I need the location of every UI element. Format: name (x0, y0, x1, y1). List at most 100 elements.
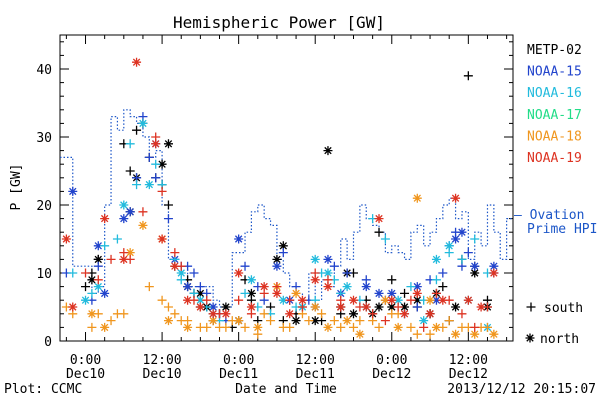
noaa-15-south-point (412, 302, 422, 312)
noaa-15-north-point (470, 261, 480, 271)
noaa-19-north-point (463, 295, 473, 305)
noaa-19-north-point (387, 295, 397, 305)
noaa-16-south-point (431, 275, 441, 285)
noaa-16-north-point (119, 200, 129, 210)
legend-model-name-line2: Prime HPI (527, 222, 597, 237)
noaa-19-north-point (195, 302, 205, 312)
noaa-16-north-point (93, 282, 103, 292)
legend-item-noaa-18: NOAA-18 (527, 129, 582, 144)
chart-title: Hemispheric Power [GW] (173, 13, 385, 32)
noaa-15-north-point (451, 234, 461, 244)
noaa-18-north-point (138, 220, 148, 230)
y-axis: 0 10 20 30 40 (36, 41, 513, 350)
legend-item-metp-02: METP-02 (527, 43, 582, 58)
metp-02-north-point (163, 139, 173, 149)
noaa-19-north-point (374, 214, 384, 224)
metp-02-north-point (195, 288, 205, 298)
metp-02-north-point (246, 288, 256, 298)
noaa-19-south-point (138, 207, 148, 217)
noaa-16-south-point (132, 180, 142, 190)
metp-02-south-point (387, 275, 397, 285)
noaa-15-north-point (361, 282, 371, 292)
metp-02-north-point (87, 275, 97, 285)
metp-02-north-point (451, 302, 461, 312)
noaa-19-south-point (380, 316, 390, 326)
noaa-19-north-point (361, 302, 371, 312)
noaa-19-south-point (457, 309, 467, 319)
y-tick-label: 20 (36, 199, 52, 214)
noaa-19-north-point (157, 234, 167, 244)
noaa-16-south-point (112, 234, 122, 244)
noaa-18-south-point (259, 309, 269, 319)
noaa-16-north-point (176, 268, 186, 278)
noaa-19-north-point (68, 302, 78, 312)
metp-02-north-point (157, 159, 167, 169)
plot-frame (59, 34, 514, 342)
noaa-18-south-point (163, 302, 173, 312)
x-tick-date-label: Dec10 (143, 367, 182, 382)
metp-02-south-point (463, 71, 473, 81)
noaa-18-south-point (374, 322, 384, 332)
noaa-15-north-point (125, 207, 135, 217)
metp-02-north-point (291, 316, 301, 326)
noaa-18-south-point (412, 329, 422, 339)
metp-02-south-point (438, 282, 448, 292)
noaa-16-north-point (81, 295, 91, 305)
noaa-19-north-point (476, 302, 486, 312)
metp-02-south-point (81, 282, 91, 292)
noaa-18-north-point (425, 295, 435, 305)
noaa-16-north-point (393, 295, 403, 305)
noaa-16-north-point (444, 241, 454, 251)
noaa-19-north-point (489, 268, 499, 278)
noaa-18-south-point (157, 295, 167, 305)
y-tick-label: 30 (36, 131, 52, 146)
noaa-19-north-point (400, 309, 410, 319)
noaa-18-south-point (482, 322, 492, 332)
metp-02-north-point (272, 254, 282, 264)
noaa-19-north-point (336, 302, 346, 312)
noaa-19-north-point (297, 295, 307, 305)
x-axis: 0:00Dec1012:00Dec100:00Dec1112:00Dec110:… (65, 35, 508, 382)
noaa-15-south-point (463, 248, 473, 258)
noaa-19-south-point (368, 309, 378, 319)
noaa-15-south-point (240, 261, 250, 271)
noaa-15-south-point (195, 282, 205, 292)
noaa-18-north-point (393, 322, 403, 332)
noaa-18-north-point (87, 309, 97, 319)
noaa-19-south-point (419, 322, 429, 332)
noaa-18-north-point (100, 322, 110, 332)
noaa-15-south-point (144, 152, 154, 162)
noaa-18-south-point (336, 322, 346, 332)
noaa-18-north-point (125, 248, 135, 258)
noaa-18-north-point (342, 316, 352, 326)
noaa-18-north-point (253, 322, 263, 332)
noaa-19-north-point (451, 193, 461, 203)
noaa-16-south-point (380, 234, 390, 244)
noaa-15-north-point (93, 241, 103, 251)
noaa-18-south-point (106, 316, 116, 326)
noaa-19-north-point (310, 275, 320, 285)
noaa-15-north-point (431, 295, 441, 305)
noaa-19-north-point (348, 295, 358, 305)
legend-plus-marker (526, 302, 536, 312)
noaa-18-south-point (317, 309, 327, 319)
metp-02-north-point (348, 309, 358, 319)
x-axis-label: Date and Time (235, 382, 337, 397)
x-tick-date-label: Dec12 (372, 367, 411, 382)
noaa-15-north-point (100, 288, 110, 298)
metp-02-north-point (310, 316, 320, 326)
noaa-15-north-point (489, 261, 499, 271)
noaa-18-south-point (266, 316, 276, 326)
legend-south-label: south (544, 301, 583, 316)
noaa-18-north-point (355, 329, 365, 339)
noaa-19-north-point (425, 309, 435, 319)
noaa-19-south-point (234, 295, 244, 305)
noaa-19-south-point (431, 288, 441, 298)
y-tick-label: 0 (44, 335, 52, 350)
noaa-18-south-point (406, 322, 416, 332)
noaa-18-north-point (323, 322, 333, 332)
footer-plot-source: Plot: CCMC (4, 382, 82, 397)
noaa-18-south-point (355, 316, 365, 326)
noaa-18-south-point (285, 322, 295, 332)
